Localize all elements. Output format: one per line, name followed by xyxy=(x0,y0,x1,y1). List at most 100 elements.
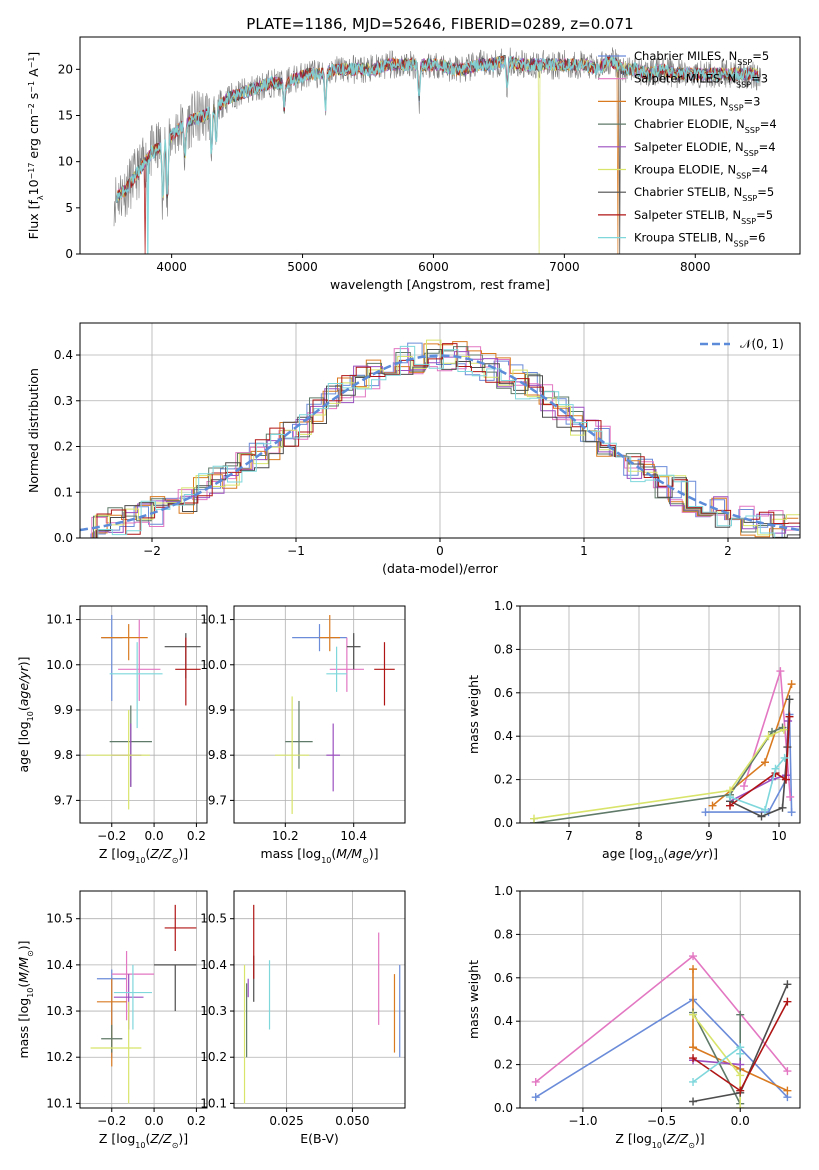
label-part: Flux [f xyxy=(26,199,41,239)
x-tick-label: −1.0 xyxy=(568,1114,597,1128)
panel-spectrum: 4000 5000 6000 7000 8000 0 5 10 15 20 wavelength [… xyxy=(26,36,801,292)
label-part: Z [ xyxy=(99,1131,116,1146)
panel-age_vs_Z: −0.2 0.0 0.29.79.89.910.010.1Z [log10(Z/Z⊙… xyxy=(16,605,208,865)
label-part: log xyxy=(302,846,321,861)
label-part: Kroupa STELIB, N xyxy=(634,231,734,245)
y-tick-label: 0.2 xyxy=(494,773,513,787)
label-part: 10 xyxy=(26,988,35,998)
label-part: ⊙ xyxy=(172,1141,179,1150)
label-part: =3 xyxy=(744,94,761,108)
y-tick-label: 0.2 xyxy=(494,1058,513,1072)
weight-marker-kroupa_miles xyxy=(761,758,769,767)
histogram-salpeter_elodie xyxy=(80,351,800,538)
y-tick-label: 9.8 xyxy=(54,748,73,762)
label-part: Z [ xyxy=(615,1131,632,1146)
weight-marker-salpeter_stelib xyxy=(736,1086,745,1095)
label-part: =5 xyxy=(756,208,773,222)
panel-mass_vs_ebv: 0.025 0.050 10.1 10.2 10.3 10.4 10.5 E(B-V) xyxy=(200,890,406,1146)
weight-marker-salpeter_stelib xyxy=(783,997,792,1006)
label-part: 10 xyxy=(653,856,663,865)
label-part: SSP xyxy=(741,216,756,225)
weight-marker-kroupa_elodie xyxy=(530,814,538,823)
y-tick-label: 10.1 xyxy=(46,1096,73,1110)
label-part: s xyxy=(26,93,41,104)
y-tick-label: 9.9 xyxy=(54,703,73,717)
y-tick-label: 10.3 xyxy=(46,1004,73,1018)
label-part: Chabrier ELODIE, N xyxy=(634,117,745,131)
weight-marker-chabrier_elodie xyxy=(736,1010,745,1019)
label-part: ⊙ xyxy=(172,856,179,865)
axes-frame xyxy=(519,605,801,824)
x-tick-label: −1 xyxy=(287,544,305,558)
weight-marker-chabrier_stelib xyxy=(778,803,787,812)
weight-marker-chabrier_stelib xyxy=(783,980,792,989)
x-tick-label: 7000 xyxy=(549,260,580,274)
label-part: ⊙ xyxy=(362,856,369,865)
label-part: SSP xyxy=(734,239,749,248)
x-axis-label: mass [log10(M/M⊙)] xyxy=(260,846,378,865)
legend-label-salpeter_stelib: Salpeter STELIB, NSSP=5 xyxy=(634,208,773,226)
label-part: Kroupa MILES, N xyxy=(634,94,729,108)
label-part: −1 xyxy=(27,81,36,93)
y-tick-label: 1.0 xyxy=(494,599,513,613)
y-tick-label: 0.0 xyxy=(54,531,73,545)
weight-marker-chabrier_stelib xyxy=(689,1097,698,1106)
x-axis-label: wavelength [Angstrom, rest frame] xyxy=(330,277,550,292)
weight-marker-kroupa_miles xyxy=(787,680,796,689)
y-axis-label: Flux [fλ10−17 erg cm−2 s−1 A−1] xyxy=(26,52,45,240)
weight-marker-salpeter_stelib xyxy=(785,712,794,721)
axes-frame xyxy=(79,890,208,1109)
weight-marker-kroupa_elodie xyxy=(736,1071,745,1080)
y-tick-label: 5 xyxy=(65,201,73,215)
label-part: =4 xyxy=(759,140,776,154)
label-part: Z/Z xyxy=(149,1131,172,1146)
label-part: log xyxy=(116,846,135,861)
axes-frame xyxy=(79,36,801,255)
y-tick-label: 10.0 xyxy=(200,658,227,672)
y-tick-label: 0.2 xyxy=(54,440,73,454)
y-tick-label: 9.7 xyxy=(208,793,227,807)
data-spectrum xyxy=(113,47,761,227)
y-tick-label: 9.7 xyxy=(54,793,73,807)
label-part: 10 xyxy=(26,179,41,195)
legend-label-kroupa_miles: Kroupa MILES, NSSP=3 xyxy=(634,94,760,112)
weight-marker-kroupa_miles xyxy=(783,1086,792,1095)
label-part: age/yr xyxy=(16,665,31,706)
label-part: ] xyxy=(26,52,41,57)
x-tick-label: 9 xyxy=(705,829,713,843)
weight-marker-kroupa_stelib xyxy=(689,1077,698,1086)
weight-marker-kroupa_stelib xyxy=(736,1049,745,1058)
histogram-kroupa_stelib xyxy=(83,345,800,538)
legend-label-salpeter_miles: Salpeter MILES, NSSP=3 xyxy=(634,72,768,90)
weight-line-salpeter_stelib xyxy=(729,716,791,807)
label-part: ( xyxy=(16,983,31,988)
y-tick-label: 20 xyxy=(58,62,73,76)
label-part: Z/Z xyxy=(666,1131,689,1146)
x-tick-label: 0 xyxy=(436,544,444,558)
label-part: )] xyxy=(708,846,718,861)
y-tick-label: 0.0 xyxy=(494,1101,513,1115)
y-tick-label: 10.5 xyxy=(200,912,227,926)
y-axis-label: mass weight xyxy=(466,960,481,1039)
panel-mass_weight_vs_Z: −1.0 −0.5 0.0 0.0 0.2 0.4 0.6 0.8 1.0 Z [log10(Z/… xyxy=(466,884,801,1150)
x-tick-label: 0.025 xyxy=(269,1114,303,1128)
label-part: )] xyxy=(16,940,31,950)
legend-label-kroupa_elodie: Kroupa ELODIE, NSSP=4 xyxy=(634,163,768,181)
histogram-kroupa_miles xyxy=(80,341,799,538)
weight-line-chabrier_elodie xyxy=(533,726,783,823)
x-tick-label: 0.0 xyxy=(145,829,164,843)
y-axis-label: mass weight xyxy=(466,675,481,754)
label-part: Salpeter STELIB, N xyxy=(634,208,741,222)
weight-marker-kroupa_stelib xyxy=(780,753,789,762)
weight-marker-salpeter_miles xyxy=(783,1067,792,1076)
x-tick-label: 4000 xyxy=(156,260,187,274)
y-tick-label: 15 xyxy=(58,108,73,122)
label-part: age/yr xyxy=(668,846,709,861)
label-part: −2 xyxy=(27,103,36,115)
weight-line-kroupa_stelib xyxy=(729,757,786,812)
legend-label-normal: 𝒩(0, 1) xyxy=(740,337,784,351)
y-tick-label: 0.4 xyxy=(494,729,513,743)
weight-marker-chabrier_stelib xyxy=(785,695,794,704)
